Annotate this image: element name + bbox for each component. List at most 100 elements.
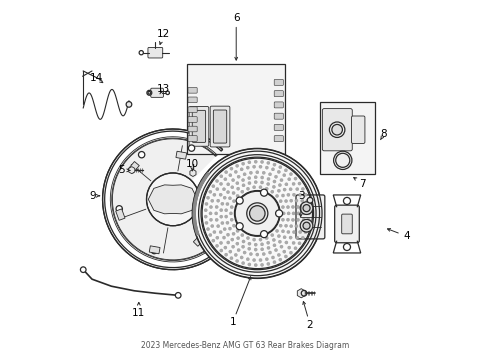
- Circle shape: [277, 234, 280, 238]
- Text: 5: 5: [118, 165, 124, 175]
- Circle shape: [212, 239, 215, 242]
- Polygon shape: [190, 170, 196, 176]
- Circle shape: [220, 175, 223, 178]
- Circle shape: [241, 234, 244, 237]
- Circle shape: [282, 212, 285, 215]
- Circle shape: [219, 230, 222, 234]
- Circle shape: [217, 225, 220, 228]
- Circle shape: [232, 192, 235, 195]
- Text: 11: 11: [132, 308, 146, 318]
- Circle shape: [224, 246, 227, 249]
- Circle shape: [219, 193, 222, 196]
- Circle shape: [295, 225, 298, 228]
- Circle shape: [286, 218, 290, 221]
- Circle shape: [234, 253, 237, 257]
- Circle shape: [237, 175, 240, 178]
- Circle shape: [307, 212, 311, 215]
- Circle shape: [213, 193, 216, 196]
- Circle shape: [175, 293, 181, 298]
- Bar: [116, 209, 125, 220]
- FancyBboxPatch shape: [188, 136, 197, 141]
- Circle shape: [273, 261, 276, 264]
- FancyBboxPatch shape: [322, 109, 352, 151]
- Circle shape: [292, 218, 294, 221]
- Circle shape: [281, 218, 285, 221]
- Circle shape: [279, 224, 282, 227]
- Circle shape: [298, 230, 302, 234]
- Circle shape: [242, 245, 245, 248]
- Circle shape: [234, 190, 280, 236]
- FancyBboxPatch shape: [351, 116, 365, 143]
- Circle shape: [224, 209, 228, 212]
- Circle shape: [279, 166, 282, 169]
- Circle shape: [262, 252, 265, 256]
- Circle shape: [232, 224, 236, 227]
- Circle shape: [228, 197, 232, 200]
- Circle shape: [278, 240, 281, 243]
- Circle shape: [226, 202, 229, 206]
- Circle shape: [302, 212, 306, 215]
- Circle shape: [147, 90, 152, 95]
- Circle shape: [256, 171, 259, 174]
- Circle shape: [297, 212, 300, 215]
- Circle shape: [139, 152, 145, 158]
- Circle shape: [293, 193, 295, 196]
- Circle shape: [259, 165, 262, 168]
- Circle shape: [151, 247, 157, 254]
- Circle shape: [224, 215, 228, 218]
- Circle shape: [270, 190, 274, 193]
- Circle shape: [222, 188, 225, 191]
- Circle shape: [298, 182, 301, 185]
- Circle shape: [232, 179, 235, 182]
- Circle shape: [261, 248, 264, 251]
- Circle shape: [302, 206, 305, 209]
- Circle shape: [229, 212, 233, 215]
- Circle shape: [222, 236, 225, 239]
- Circle shape: [205, 221, 208, 225]
- Circle shape: [303, 222, 310, 229]
- Circle shape: [206, 196, 210, 199]
- Bar: [149, 246, 160, 254]
- Circle shape: [307, 218, 310, 221]
- Circle shape: [224, 177, 227, 181]
- Circle shape: [267, 177, 270, 181]
- Wedge shape: [102, 129, 242, 270]
- Circle shape: [241, 190, 244, 193]
- Circle shape: [256, 253, 259, 256]
- Circle shape: [228, 227, 232, 230]
- Circle shape: [290, 225, 293, 228]
- Text: 2023 Mercedes-Benz AMG GT 63 Rear Brakes Diagram: 2023 Mercedes-Benz AMG GT 63 Rear Brakes…: [141, 341, 349, 350]
- Circle shape: [254, 248, 257, 251]
- Circle shape: [343, 243, 350, 251]
- Circle shape: [292, 241, 295, 244]
- Circle shape: [261, 243, 264, 246]
- Circle shape: [220, 241, 222, 244]
- Circle shape: [209, 218, 213, 221]
- Circle shape: [289, 236, 292, 239]
- Circle shape: [290, 172, 293, 176]
- Circle shape: [288, 177, 291, 181]
- Circle shape: [212, 185, 215, 188]
- Circle shape: [307, 197, 313, 203]
- Circle shape: [301, 199, 304, 202]
- Circle shape: [237, 237, 240, 240]
- Circle shape: [231, 186, 234, 189]
- Circle shape: [300, 219, 313, 232]
- Bar: [187, 64, 286, 154]
- Circle shape: [247, 247, 251, 250]
- Wedge shape: [112, 138, 233, 261]
- Circle shape: [261, 181, 264, 184]
- Circle shape: [248, 263, 251, 266]
- Circle shape: [277, 189, 280, 192]
- FancyBboxPatch shape: [274, 125, 283, 130]
- Circle shape: [254, 243, 257, 246]
- Circle shape: [287, 193, 290, 197]
- Circle shape: [237, 248, 240, 252]
- Circle shape: [252, 258, 256, 262]
- Circle shape: [226, 233, 230, 236]
- FancyBboxPatch shape: [188, 117, 197, 122]
- Circle shape: [213, 230, 216, 234]
- Circle shape: [336, 153, 350, 167]
- Circle shape: [261, 189, 268, 196]
- Circle shape: [221, 202, 224, 205]
